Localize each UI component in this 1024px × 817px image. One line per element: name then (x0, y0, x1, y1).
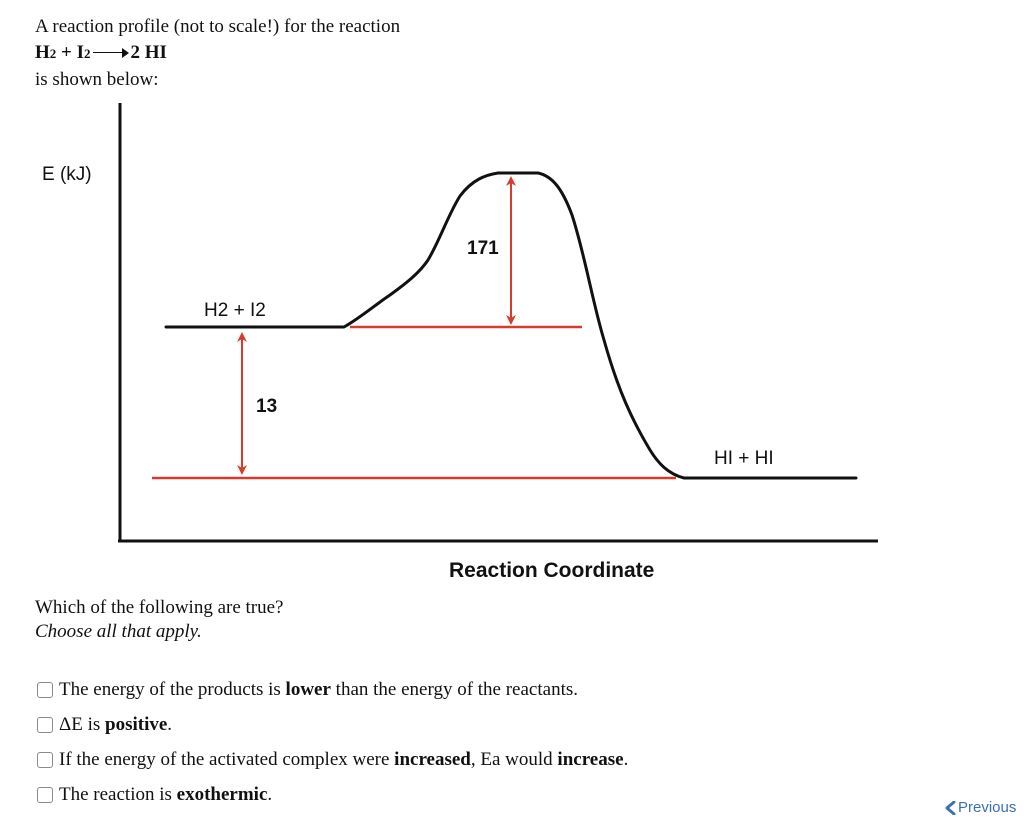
option-text-part: . (623, 748, 629, 770)
activation-energy-value: 171 (467, 238, 499, 259)
option-text-bold: increased (394, 748, 471, 770)
option-checkbox[interactable] (37, 786, 53, 803)
reactant-i-subscript: 2 (84, 46, 91, 61)
reactant-label: H2 + I2 (204, 300, 266, 321)
option-text-bold: lower (285, 678, 331, 700)
x-axis-label: Reaction Coordinate (449, 559, 654, 582)
prompt-text: Which of the following are true? (35, 597, 284, 618)
option-text-part: The reaction is (59, 783, 177, 805)
option-text-part: than the energy of the reactants. (330, 678, 578, 700)
option-text-part: If the energy of the activated complex w… (59, 748, 395, 770)
energy-profile-curve (164, 171, 858, 480)
option-text-bold: increase (557, 748, 624, 770)
product: 2 HI (130, 42, 167, 63)
reactant-h-subscript: 2 (49, 46, 57, 61)
reactant-h: H (35, 42, 50, 63)
answer-options: The energy of the products is lower than… (37, 672, 628, 812)
option-text-bold: exothermic (176, 783, 268, 805)
answer-option[interactable]: The energy of the products is lower than… (37, 672, 628, 707)
option-text-part: . (267, 783, 273, 805)
option-text: ΔE is positive. (59, 714, 172, 736)
option-text-bold: positive (105, 713, 168, 735)
answer-option[interactable]: If the energy of the activated complex w… (37, 742, 628, 777)
plus-sign: + (56, 42, 77, 63)
option-text: If the energy of the activated complex w… (59, 749, 628, 771)
previous-label: Previous (958, 799, 1017, 816)
option-text-part: , Ea would (470, 748, 558, 770)
option-checkbox[interactable] (37, 716, 53, 733)
option-checkbox[interactable] (37, 751, 53, 768)
answer-option[interactable]: The reaction is exothermic. (37, 777, 628, 812)
reaction-profile-diagram: E (kJ) H2 + I2 171 13 HI + HI Reaction C… (42, 103, 878, 582)
product-label: HI + HI (714, 448, 774, 469)
answer-option[interactable]: ΔE is positive. (37, 707, 628, 742)
question-prompt: Which of the following are true? Choose … (35, 596, 283, 644)
prompt-hint: Choose all that apply. (35, 621, 202, 642)
reactant-i: I (76, 42, 85, 63)
energy-difference-value: 13 (256, 396, 277, 417)
option-checkbox[interactable] (37, 681, 53, 698)
intro-line: is shown below: (35, 69, 159, 90)
intro-line: A reaction profile (not to scale!) for t… (35, 16, 401, 37)
question-intro: A reaction profile (not to scale!) for t… (35, 14, 400, 93)
option-text: The reaction is exothermic. (59, 784, 272, 806)
chevron-left-icon (945, 800, 956, 815)
previous-button[interactable]: Previous (944, 799, 1016, 816)
reaction-arrow-icon (92, 48, 129, 58)
option-text: The energy of the products is lower than… (59, 679, 578, 701)
option-text-part: . (167, 713, 173, 735)
option-text-part: The energy of the products is (59, 678, 286, 700)
option-text-part: ΔE is (59, 713, 105, 735)
y-axis-label: E (kJ) (42, 164, 92, 185)
